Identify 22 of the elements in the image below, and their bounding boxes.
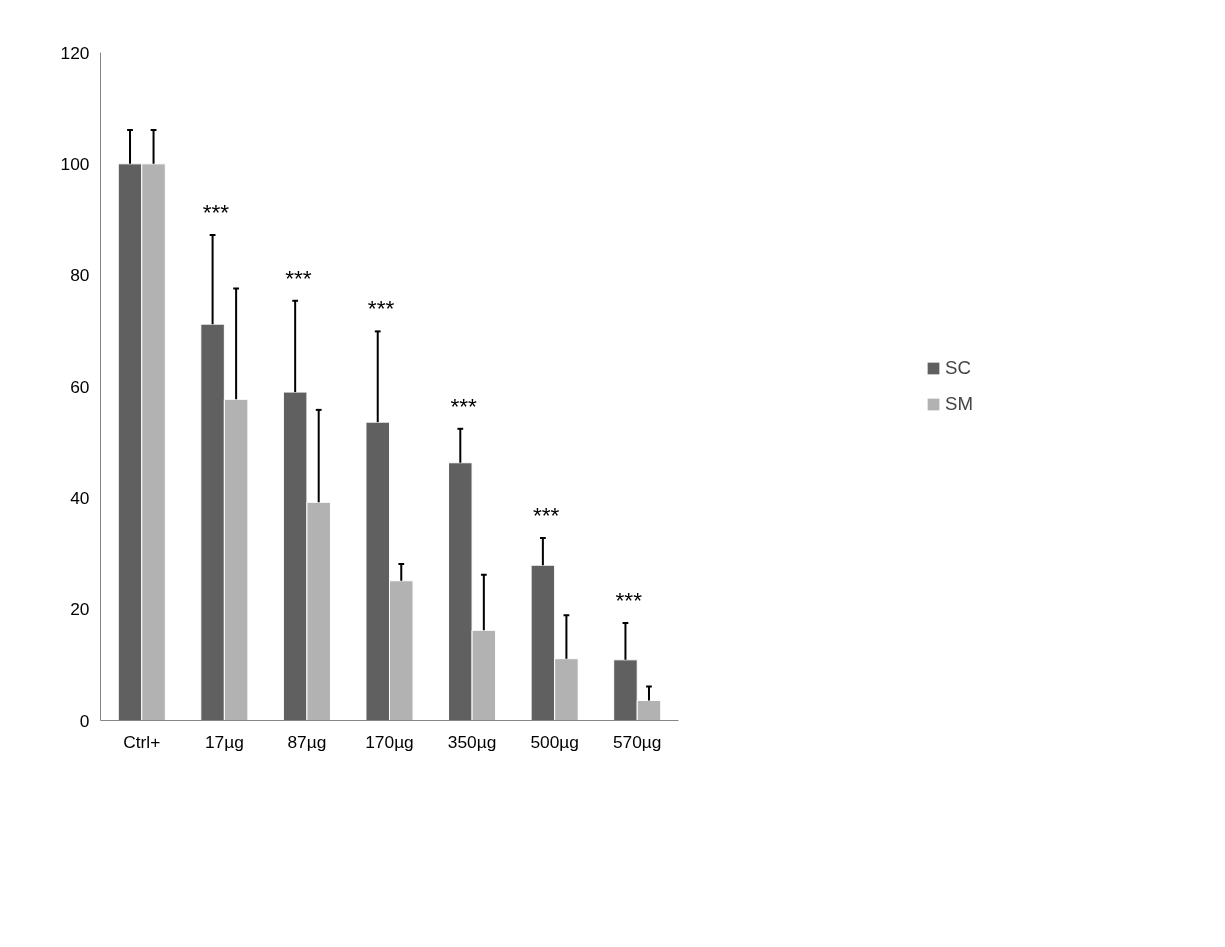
- x-tick-label: 350µg: [447, 731, 497, 752]
- annotation: ***: [285, 264, 312, 291]
- annotation: ***: [615, 587, 643, 614]
- x-tick-label: 170µg: [365, 731, 414, 752]
- legend-label: SM: [945, 393, 973, 415]
- y-tick-label: 60: [70, 376, 90, 397]
- y-tick-label: 80: [70, 265, 90, 286]
- y-tick-label: 20: [70, 599, 90, 620]
- x-tick-label: 570µg: [612, 731, 662, 752]
- x-tick-label: 87µg: [287, 731, 327, 752]
- x-tick-label: 500µg: [530, 731, 579, 752]
- y-tick-label: 40: [70, 487, 90, 508]
- annotation: ***: [367, 295, 395, 322]
- y-tick-label: 120: [60, 42, 90, 63]
- y-tick-label: 100: [60, 153, 90, 174]
- x-tick-label: Ctrl+: [123, 731, 161, 752]
- annotation: ***: [532, 501, 560, 528]
- legend-label: SC: [945, 357, 971, 379]
- annotation: ***: [450, 392, 478, 419]
- annotation: ***: [202, 199, 230, 226]
- y-tick-label: 0: [79, 710, 90, 731]
- x-tick-label: 17µg: [204, 731, 244, 752]
